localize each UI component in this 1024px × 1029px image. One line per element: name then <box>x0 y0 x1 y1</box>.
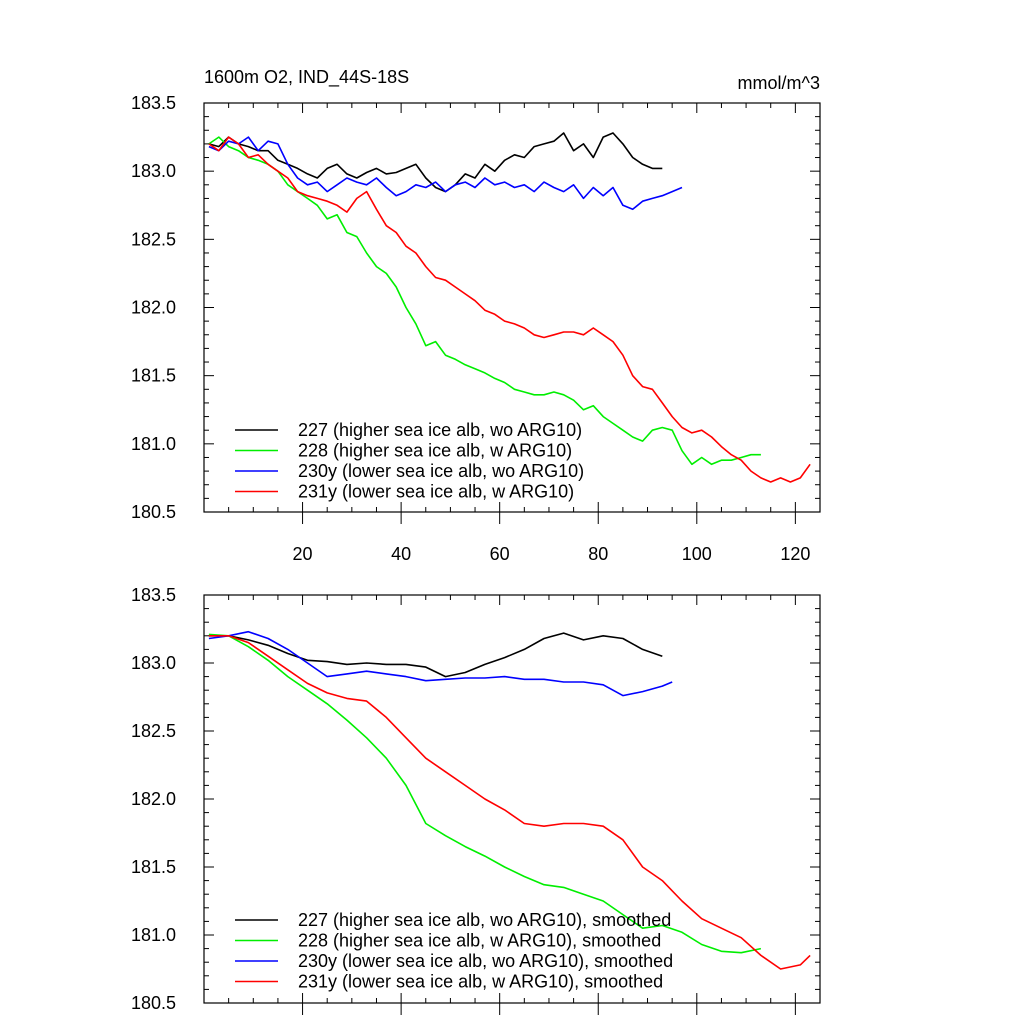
y-tick-label: 181.5 <box>131 366 176 386</box>
legend: 227 (higher sea ice alb, wo ARG10)228 (h… <box>235 420 584 502</box>
series-line-230y <box>208 630 673 697</box>
plot-panel-1: 180.5 181.0 181.5 182.0 182.5 183.0 183.5 20 40 6… <box>131 93 821 564</box>
legend-label-227: 227 (higher sea ice alb, wo ARG10) <box>298 420 582 440</box>
legend-label-231y: 231y (lower sea ice alb, w ARG10) <box>298 482 574 502</box>
x-tick-label: 20 <box>293 544 313 564</box>
series-line-231y <box>208 634 811 970</box>
series-line-230y <box>208 136 683 211</box>
series-line-231y <box>208 136 811 483</box>
y-tick-label: 181.5 <box>131 857 176 877</box>
y-tick-label: 181.0 <box>131 434 176 454</box>
units-label: mmol/m^3 <box>738 73 820 93</box>
y-tick-label: 180.5 <box>131 993 176 1013</box>
legend: 227 (higher sea ice alb, wo ARG10), smoo… <box>235 910 673 992</box>
y-tick-label: 183.0 <box>131 653 176 673</box>
series-line-227 <box>208 132 663 193</box>
y-tick-label: 183.5 <box>131 585 176 605</box>
y-tick-label: 183.5 <box>131 93 176 113</box>
x-tick-label: 100 <box>682 544 712 564</box>
plot-panel-2: 180.5 181.0 181.5 182.0 182.5 183.0 183.5 227 (… <box>131 585 821 1015</box>
series-line-227 <box>208 632 663 678</box>
chart-title: 1600m O2, IND_44S-18S <box>204 67 409 88</box>
legend-label-227: 227 (higher sea ice alb, wo ARG10), smoo… <box>298 910 671 930</box>
x-tick-label: 120 <box>780 544 810 564</box>
x-tick-label: 40 <box>391 544 411 564</box>
legend-label-228: 228 (higher sea ice alb, w ARG10) <box>298 441 572 461</box>
legend-label-230y: 230y (lower sea ice alb, wo ARG10) <box>298 461 584 481</box>
y-tick-label: 182.0 <box>131 298 176 318</box>
x-tick-label: 80 <box>588 544 608 564</box>
y-tick-label: 181.0 <box>131 925 176 945</box>
y-tick-label: 182.0 <box>131 789 176 809</box>
legend-label-228: 228 (higher sea ice alb, w ARG10), smoot… <box>298 931 661 951</box>
series-line-228 <box>208 136 761 466</box>
y-tick-label: 183.0 <box>131 161 176 181</box>
x-tick-label: 60 <box>490 544 510 564</box>
y-tick-label: 180.5 <box>131 502 176 522</box>
legend-label-231y: 231y (lower sea ice alb, w ARG10), smoot… <box>298 972 663 992</box>
legend-label-230y: 230y (lower sea ice alb, wo ARG10), smoo… <box>298 951 673 971</box>
series-line-228 <box>208 633 762 954</box>
y-tick-label: 182.5 <box>131 721 176 741</box>
y-tick-label: 182.5 <box>131 229 176 249</box>
